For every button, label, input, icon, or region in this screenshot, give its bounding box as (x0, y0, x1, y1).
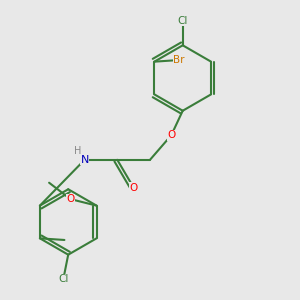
Text: O: O (167, 130, 176, 140)
Text: H: H (74, 146, 81, 156)
Text: N: N (80, 155, 89, 165)
Text: Cl: Cl (178, 16, 188, 26)
Text: Cl: Cl (58, 274, 68, 284)
Text: Br: Br (173, 55, 185, 65)
Text: O: O (66, 194, 74, 204)
Text: O: O (130, 183, 138, 193)
